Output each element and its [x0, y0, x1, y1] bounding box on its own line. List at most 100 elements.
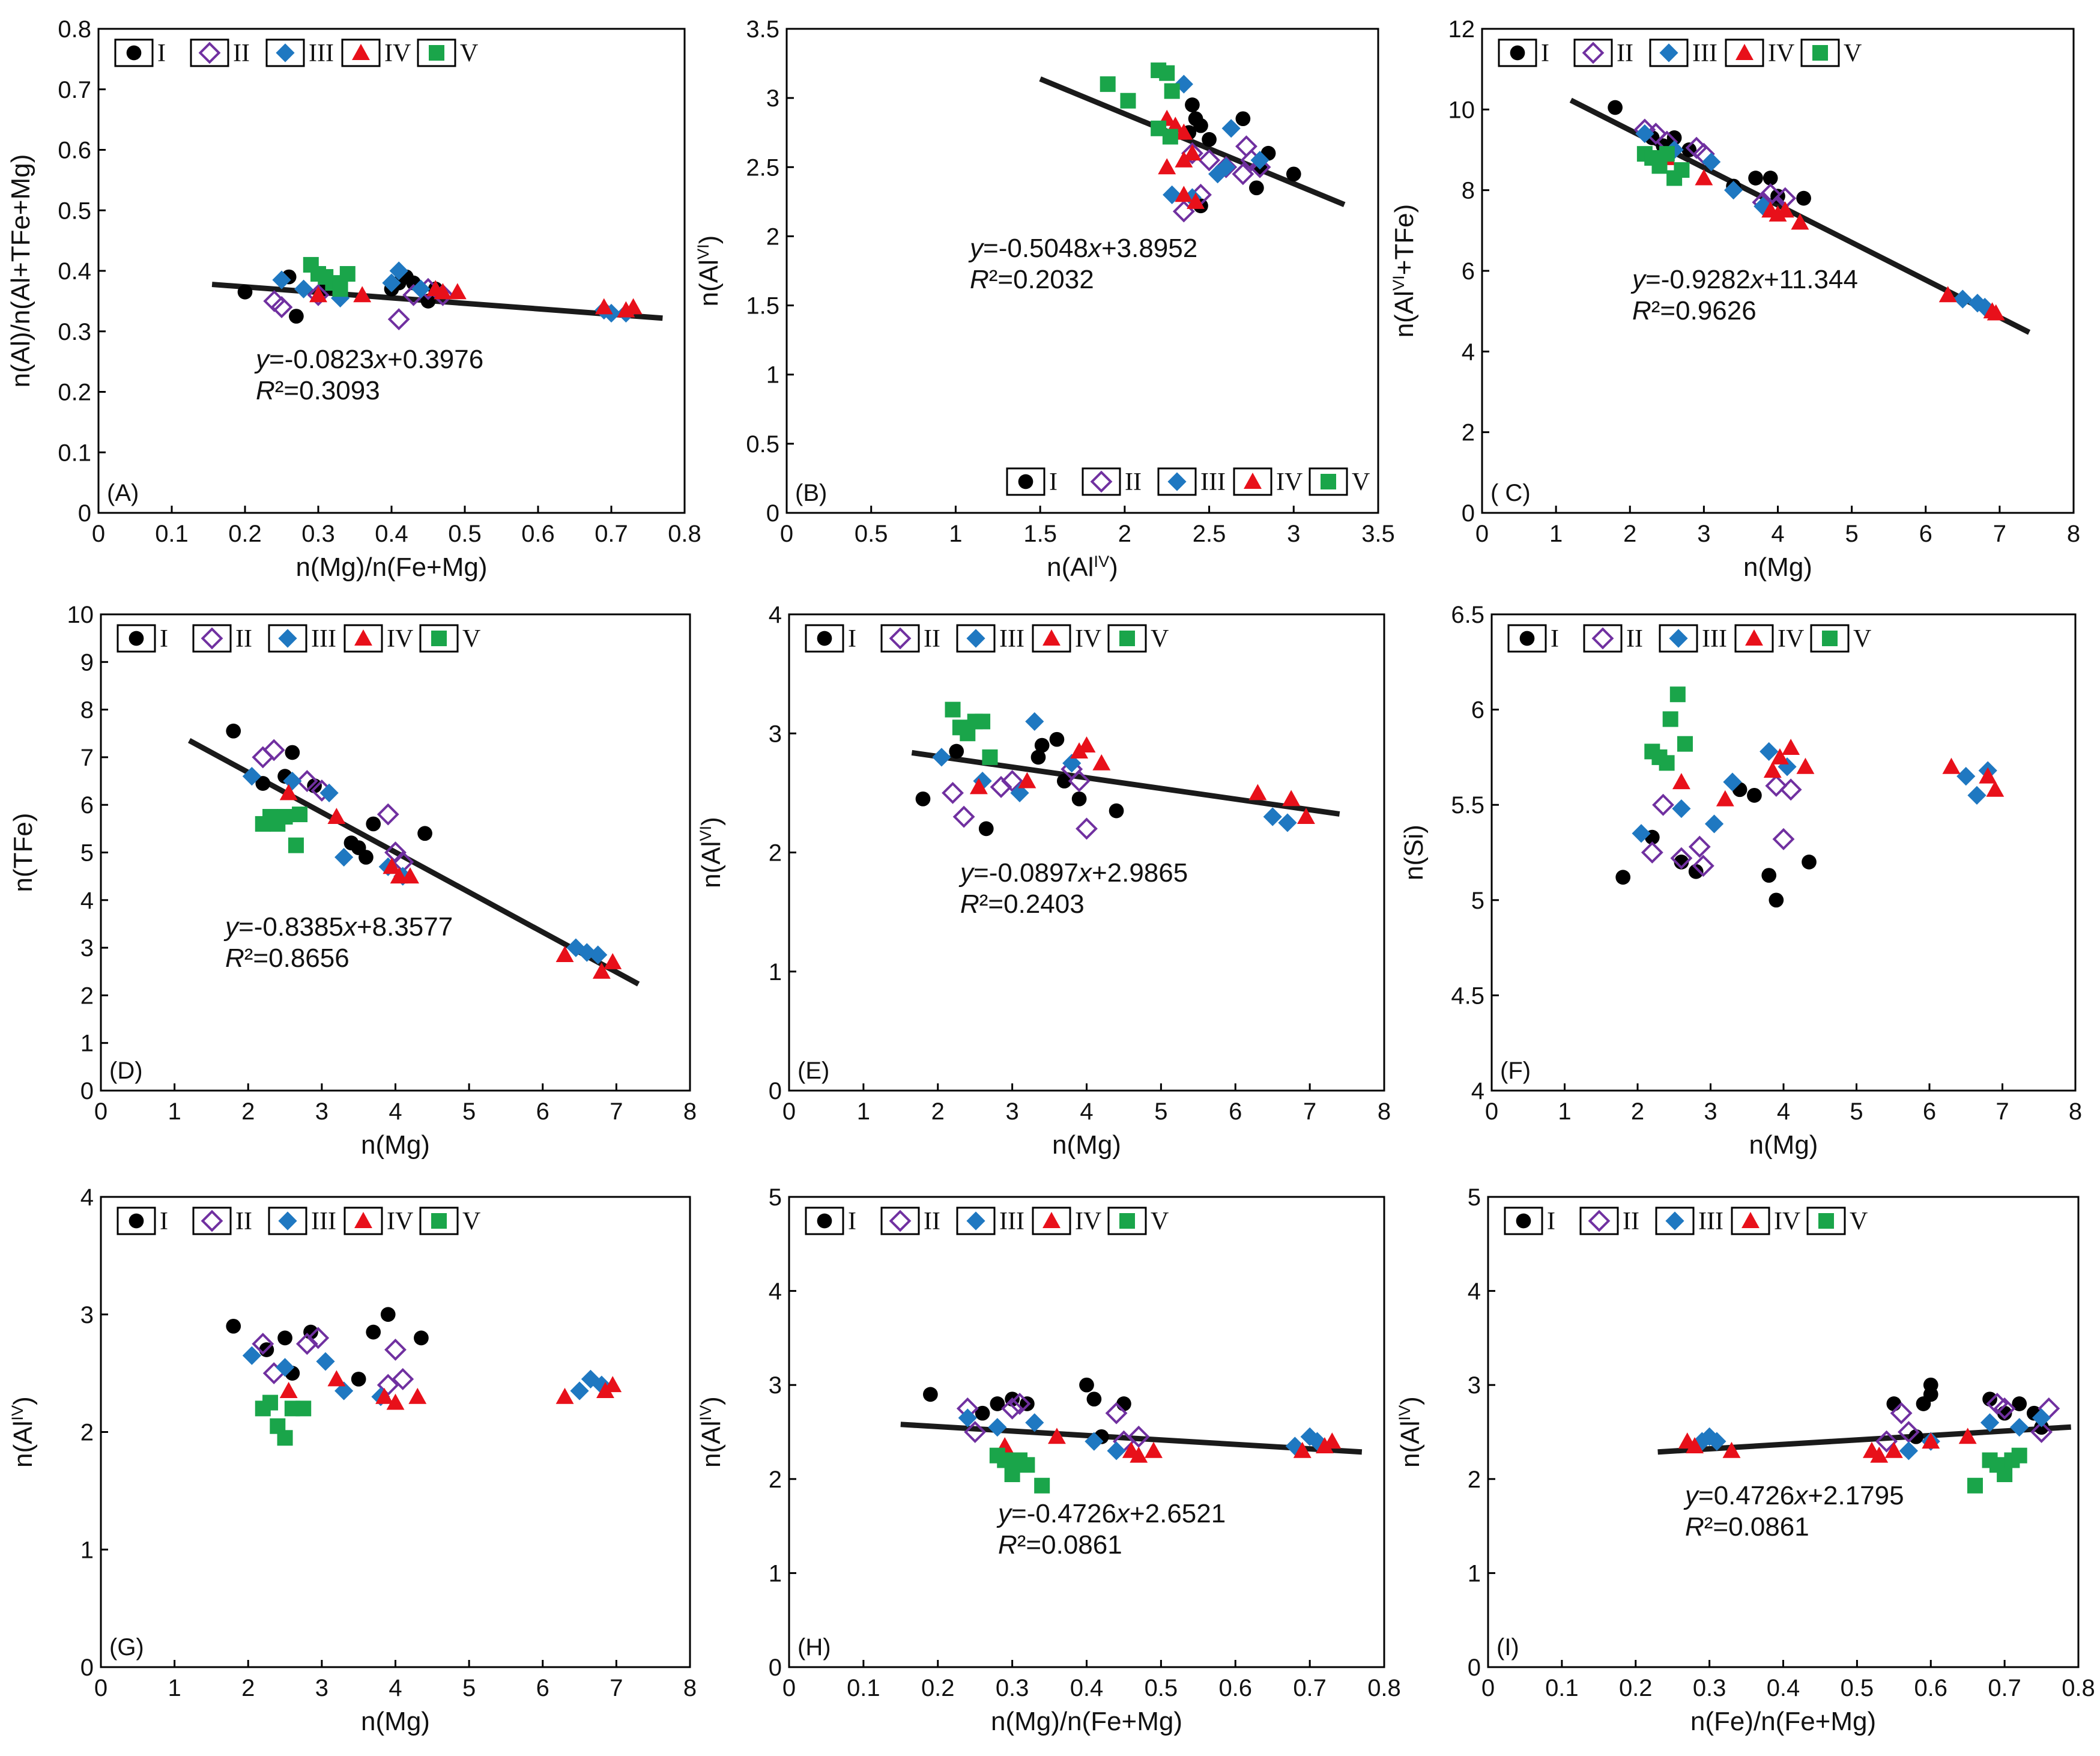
data-point [1724, 181, 1743, 200]
legend-marker [201, 627, 223, 650]
data-point [1688, 864, 1704, 879]
x-tick-label: 0.1 [847, 1675, 880, 1701]
legend-marker [431, 1213, 447, 1229]
legend-marker [129, 1213, 144, 1229]
data-point [964, 1421, 987, 1443]
panel-label: (G) [109, 1634, 144, 1661]
y-tick-label: 3 [1468, 1372, 1481, 1399]
data-point [380, 1307, 396, 1322]
data-point [1695, 169, 1713, 186]
data-point [383, 858, 401, 874]
data-point [351, 1372, 366, 1387]
data-point [1159, 65, 1175, 81]
legend-swatch-box [805, 624, 844, 653]
data-point [1107, 1441, 1126, 1461]
data-point [295, 1333, 318, 1355]
data-point [387, 308, 410, 331]
data-point [1221, 119, 1241, 138]
x-tick-label: 0.6 [1914, 1675, 1947, 1701]
data-point [1092, 754, 1111, 771]
data-point [1181, 142, 1203, 165]
data-point [1692, 855, 1714, 877]
data-point [1248, 784, 1267, 801]
data-point [2010, 1418, 2029, 1437]
data-point [1164, 83, 1180, 99]
legend-marker [1665, 1211, 1684, 1231]
data-point [915, 791, 931, 807]
legend-label: III [1692, 40, 1717, 67]
data-point [384, 1339, 407, 1361]
legend-label: II [924, 625, 940, 653]
x-tick-label: 0.7 [1988, 1675, 2021, 1701]
legend-marker [1119, 1213, 1135, 1229]
data-point [1659, 755, 1675, 771]
x-tick-label: 0.7 [1293, 1675, 1327, 1701]
data-point [1707, 1432, 1726, 1451]
x-tick-label: 8 [683, 1675, 697, 1701]
regression-equation: y=-0.4726x+2.6521 [996, 1499, 1226, 1528]
x-tick-label: 0.5 [448, 521, 482, 547]
r-squared: R²=0.8656 [225, 943, 349, 973]
data-point [592, 1375, 611, 1394]
x-axis-label: n(Mg) [1749, 1130, 1818, 1160]
data-point [1716, 790, 1734, 807]
legend-label: IV [1768, 40, 1794, 67]
y-tick-label: 2 [769, 840, 782, 867]
y-tick-label: 0 [1462, 500, 1475, 527]
r-squared: R²=0.3093 [256, 376, 380, 405]
data-point [1208, 165, 1227, 184]
data-point [1779, 778, 1802, 801]
data-point [1956, 767, 1976, 786]
data-point [1997, 1466, 2013, 1482]
data-point [592, 962, 611, 979]
legend-marker [1516, 1213, 1531, 1229]
data-point [242, 767, 261, 786]
legend-label: I [1049, 468, 1058, 496]
data-point [1056, 774, 1072, 789]
data-point [262, 1394, 279, 1411]
data-point [366, 816, 381, 832]
data-point [958, 1408, 977, 1428]
data-point [1886, 1396, 1902, 1411]
x-tick-label: 1 [1549, 521, 1563, 547]
panel-label: (H) [797, 1634, 831, 1661]
legend: I II III IV V [1006, 467, 1370, 496]
legend: I II III IV V [805, 1206, 1169, 1235]
regression-line [1657, 1424, 2071, 1455]
data-point [332, 281, 348, 297]
y-tick-label: 0.8 [58, 16, 91, 43]
data-point [1187, 192, 1205, 209]
legend-label: II [1626, 625, 1643, 653]
y-axis-label: n(AlIV) [696, 1396, 727, 1468]
x-tick-label: 0 [782, 1675, 796, 1701]
data-point [1870, 1446, 1889, 1463]
x-tick-label: 4 [1771, 521, 1784, 547]
data-point [375, 1387, 394, 1404]
data-point [1004, 1466, 1020, 1482]
data-point [1982, 1391, 1997, 1407]
legend-label: III [1702, 625, 1727, 653]
data-point [277, 809, 293, 825]
regression-line [211, 282, 663, 321]
x-tick-label: 7 [1303, 1098, 1316, 1125]
legend-marker [354, 629, 372, 646]
legend-label: V [1844, 40, 1862, 67]
data-point [294, 279, 313, 298]
y-tick-label: 3 [766, 85, 779, 112]
x-tick-label: 3 [1697, 521, 1710, 547]
data-point [942, 781, 964, 804]
legend-marker [1244, 473, 1262, 489]
data-point [1293, 1441, 1312, 1458]
legend-label: II [1125, 468, 1142, 496]
x-axis-label: n(Mg)/n(Fe+Mg) [295, 553, 487, 582]
x-tick-label: 0.3 [996, 1675, 1029, 1701]
legend-swatch-box [1504, 1206, 1543, 1235]
data-point [1175, 186, 1193, 202]
data-point [307, 283, 330, 306]
legend-marker [1741, 1212, 1760, 1228]
data-point [555, 946, 574, 962]
x-tick-label: 0.6 [1218, 1675, 1252, 1701]
data-point [997, 1452, 1013, 1468]
panel-label: (I) [1496, 1634, 1519, 1661]
data-point [1116, 1396, 1131, 1411]
